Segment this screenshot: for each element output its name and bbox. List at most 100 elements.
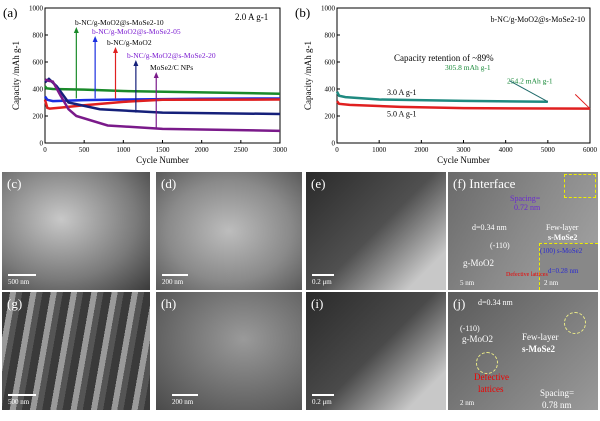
y-axis-label: Capacity /mAh g-1	[11, 41, 21, 110]
panel-e: (e) 0.2 μm	[306, 172, 446, 290]
series-line	[335, 91, 548, 103]
arrow-head	[73, 27, 79, 33]
x-axis-label: Cycle Number	[136, 155, 189, 165]
inset-scale-bar: 2 nm	[544, 279, 559, 287]
end-value-label: 305.8 mAh g-1	[445, 63, 491, 72]
scale-bar: 5 nm	[460, 279, 475, 287]
spacing-label: Spacing=	[540, 388, 575, 398]
panel-label: (a)	[3, 5, 17, 20]
x-axis-label: Cycle Number	[437, 155, 490, 165]
spacing-value: 0.78 nm	[542, 400, 572, 410]
chart-title: b-NC/g-MoO2@s-MoSe2-10	[491, 15, 585, 24]
panel-label: (f) Interface	[453, 176, 516, 191]
arrow-head	[153, 72, 159, 78]
spacing-value: 0.72 nm	[514, 203, 541, 212]
panel-label: (e)	[311, 176, 326, 191]
panel-label: (c)	[7, 176, 22, 191]
panel-label: (g)	[7, 296, 23, 311]
panel-label: (j)	[453, 296, 466, 311]
inset-plane: (100) s-MoSe2	[540, 247, 583, 255]
x-tick-label: 1500	[156, 146, 171, 154]
x-tick-label: 2500	[234, 146, 249, 154]
y-tick-label: 1000	[29, 5, 44, 13]
s-mose2-label: s-MoSe2	[522, 344, 555, 354]
charts: 0 500 1000 1500 2000 2500 30000200400600800100…	[3, 5, 598, 166]
panel-label: (b)	[295, 5, 310, 20]
series-label: b-NC/g-MoO2@s-MoSe2-10	[75, 18, 164, 27]
y-tick-label: 600	[33, 59, 44, 67]
x-tick-label: 3000	[457, 146, 472, 154]
x-tick-label: 0	[335, 146, 339, 154]
phase-label: g-MoO2	[462, 334, 493, 344]
x-tick-label: 1000	[116, 146, 131, 154]
y-tick-label: 800	[33, 32, 44, 40]
d-spacing: d=0.34 nm	[472, 223, 507, 232]
x-tick-label: 2000	[195, 146, 210, 154]
panel-d: (d) 200 nm	[156, 172, 302, 290]
series-line	[44, 77, 281, 116]
current-density-annotation: 2.0 A g-1	[235, 12, 268, 22]
scale-bar: 0.2 μm	[312, 398, 332, 406]
panel-c: (c) 500 nm	[2, 172, 150, 290]
scale-bar: 0.2 μm	[312, 278, 332, 286]
y-tick-label: 200	[325, 113, 336, 121]
panel-f: (f) Interface Spacing= 0.72 nm d=0.34 nm…	[448, 172, 598, 290]
y-tick-label: 0	[332, 140, 336, 148]
scale-bar: 2 nm	[460, 399, 475, 407]
panel-h: (h) 200 nm	[156, 292, 302, 410]
y-tick-label: 1000	[321, 5, 336, 13]
x-tick-label: 0	[43, 146, 47, 154]
y-axis-label: Capacity /mAh g-1	[303, 41, 313, 110]
scale-bar: 500 nm	[8, 278, 30, 286]
phase-label: g-MoO2	[463, 258, 494, 268]
panel-j: (j) d=0.34 nm (-110) g-MoO2 Few-layer s-…	[448, 292, 598, 410]
few-layer-label: Few-layer	[546, 223, 579, 232]
series-line	[44, 85, 281, 95]
y-tick-label: 200	[33, 113, 44, 121]
arrow-head	[92, 36, 98, 42]
panel-i: (i) 0.2 μm	[306, 292, 446, 410]
plot-frame	[336, 7, 591, 144]
scale-bar: 200 nm	[172, 398, 194, 406]
series-label: b-NC/g-MoO2	[107, 38, 152, 47]
d-spacing: d=0.34 nm	[478, 298, 513, 307]
y-tick-label: 400	[33, 86, 44, 94]
retention-annotation: Capacity retention of ~89%	[394, 53, 494, 63]
scale-bar: 200 nm	[162, 278, 184, 286]
series-label: b-NC/g-MoO2@s-MoSe2-05	[92, 27, 181, 36]
inset-d: d=0.28 nm	[548, 267, 579, 275]
x-tick-label: 5000	[541, 146, 556, 154]
y-tick-label: 400	[325, 86, 336, 94]
defect-label: Defective lattices	[506, 272, 548, 278]
series-line	[336, 100, 591, 110]
x-tick-label: 500	[79, 146, 90, 154]
x-tick-label: 3000	[273, 146, 288, 154]
y-tick-label: 0	[40, 140, 44, 148]
y-tick-label: 600	[325, 59, 336, 67]
series-label: MoSe2/C NPs	[150, 63, 193, 72]
value-arrow	[574, 94, 591, 110]
spacing-label: Spacing=	[510, 194, 541, 203]
series-label: b-NC/g-MoO2@s-MoSe2-20	[127, 51, 216, 60]
x-tick-label: 4000	[499, 146, 514, 154]
plane-label: (-110)	[490, 241, 510, 250]
end-value-label: 254.2 mAh g-1	[507, 77, 553, 86]
y-tick-label: 800	[325, 32, 336, 40]
panel-g: (g) 500 nm	[2, 292, 150, 410]
arrow-head	[133, 60, 139, 66]
x-tick-label: 1000	[372, 146, 387, 154]
s-mose2-label: s-MoSe2	[548, 233, 578, 242]
value-arrow	[509, 80, 549, 103]
few-layer-label: Few-layer	[522, 332, 559, 342]
x-tick-label: 6000	[583, 146, 598, 154]
defect-label: Defective	[474, 372, 509, 382]
series-line	[44, 78, 281, 133]
panel-label: (h)	[161, 296, 177, 311]
scale-bar: 500 nm	[8, 398, 30, 406]
plane-label: (-110)	[460, 324, 480, 333]
x-tick-label: 2000	[414, 146, 429, 154]
panel-label: (d)	[161, 176, 177, 191]
defect-label-2: lattices	[478, 384, 504, 394]
series-label: 3.0 A g-1	[387, 88, 417, 97]
arrow-head	[113, 47, 118, 53]
